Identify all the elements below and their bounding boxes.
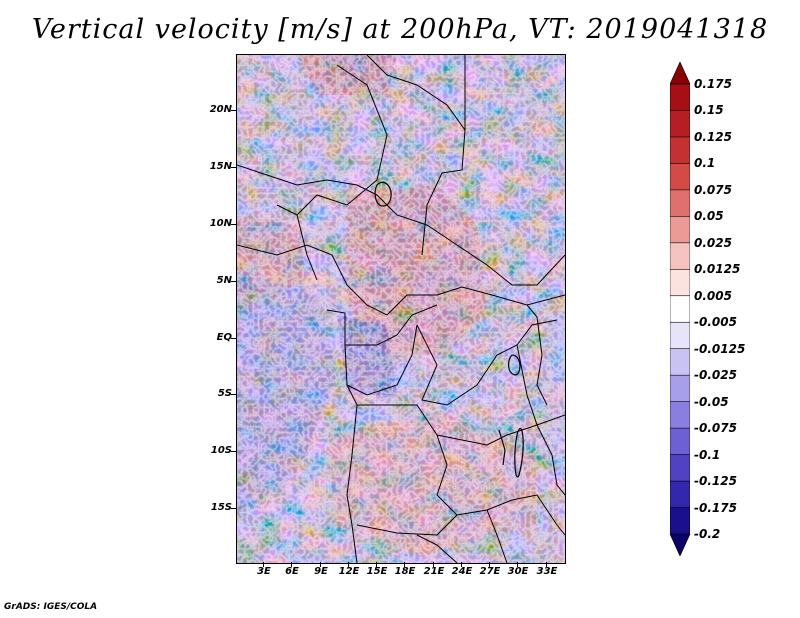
colorbar-level-label: -0.075 (694, 421, 737, 436)
colorbar-level-label: 0.125 (694, 129, 732, 144)
lat-tick-mark (231, 394, 236, 395)
colorbar-level-label: 0.1 (694, 156, 716, 171)
lon-tick-mark (376, 562, 377, 567)
lon-tick-mark (461, 562, 462, 567)
colorbar-segment (670, 480, 690, 509)
colorbar-level-label: -0.0125 (694, 341, 746, 356)
colorbar-level-label: 0.175 (694, 77, 732, 91)
lat-tick-mark (231, 281, 236, 282)
colorbar-segment (670, 110, 690, 138)
lat-label: 10N (209, 218, 232, 229)
colorbar-level-label: 0.075 (694, 182, 732, 197)
colorbar-level-label: -0.2 (694, 527, 721, 541)
lon-label: 30E (507, 566, 529, 577)
velocity-field-map (237, 55, 565, 563)
colorbar-level-label: 0.05 (694, 209, 724, 224)
colorbar-segment (670, 136, 690, 165)
lat-tick-mark (231, 338, 236, 339)
lon-tick-mark (320, 562, 321, 567)
colorbar-level-label: -0.125 (694, 474, 737, 489)
lon-label: 27E (479, 566, 501, 577)
lon-label: 33E (536, 566, 558, 577)
lat-label: 15S (210, 502, 232, 513)
lat-tick-mark (231, 167, 236, 168)
lon-tick-mark (404, 562, 405, 567)
lon-tick-mark (489, 562, 490, 567)
map-plot-area (236, 54, 566, 564)
colorbar-level-label: -0.175 (694, 500, 737, 515)
lon-label: 24E (451, 566, 473, 577)
lon-tick-mark (263, 562, 264, 567)
lat-tick-mark (231, 110, 236, 111)
colorbar-segment (670, 216, 690, 244)
colorbar-level-label: 0.0125 (694, 262, 741, 277)
colorbar-level-label: -0.1 (694, 447, 721, 462)
lon-tick-mark (546, 562, 547, 567)
lon-label: 15E (366, 566, 388, 577)
grads-credit: GrADS: IGES/COLA (4, 602, 98, 612)
colorbar-level-label: 0.025 (694, 235, 732, 250)
colorbar-segment (670, 374, 690, 403)
lat-tick-mark (231, 508, 236, 509)
colorbar-segment (670, 163, 690, 191)
colorbar-segment (670, 348, 690, 376)
lon-label: 3E (257, 566, 271, 577)
colorbar-segment (670, 427, 690, 456)
lon-label: 18E (394, 566, 416, 577)
lat-label: 10S (210, 445, 232, 456)
colorbar-segment (670, 401, 690, 429)
lon-tick-mark (433, 562, 434, 567)
colorbar-segment (670, 62, 690, 85)
lat-label: 5S (217, 388, 232, 399)
colorbar-level-label: 0.15 (694, 103, 724, 118)
colorbar-segment (670, 454, 690, 482)
lat-label: EQ (216, 332, 232, 343)
colorbar-segment (670, 189, 690, 218)
lon-tick-mark (291, 562, 292, 567)
lon-label: 9E (314, 566, 328, 577)
colorbar-segment (670, 321, 690, 350)
colorbar-level-label: -0.005 (694, 315, 737, 330)
colorbar-segment (670, 268, 690, 297)
colorbar-level-label: -0.05 (694, 394, 729, 409)
chart-title: Vertical velocity [m/s] at 200hPa, VT: 2… (31, 14, 769, 45)
colorbar-segment (670, 242, 690, 271)
colorbar-segment (670, 533, 690, 556)
lat-label: 20N (209, 104, 232, 115)
colorbar-segment (670, 507, 690, 535)
colorbar (670, 62, 690, 556)
lat-label: 5N (216, 275, 232, 286)
colorbar-level-label: 0.005 (694, 288, 732, 303)
colorbar-segment (670, 83, 690, 112)
lon-label: 12E (338, 566, 360, 577)
lat-tick-mark (231, 451, 236, 452)
lat-tick-mark (231, 224, 236, 225)
lon-label: 21E (423, 566, 445, 577)
colorbar-segment (670, 295, 690, 324)
lon-tick-mark (348, 562, 349, 567)
lon-tick-mark (517, 562, 518, 567)
lon-label: 6E (285, 566, 299, 577)
colorbar-level-label: -0.025 (694, 368, 737, 383)
lat-label: 15N (209, 161, 232, 172)
